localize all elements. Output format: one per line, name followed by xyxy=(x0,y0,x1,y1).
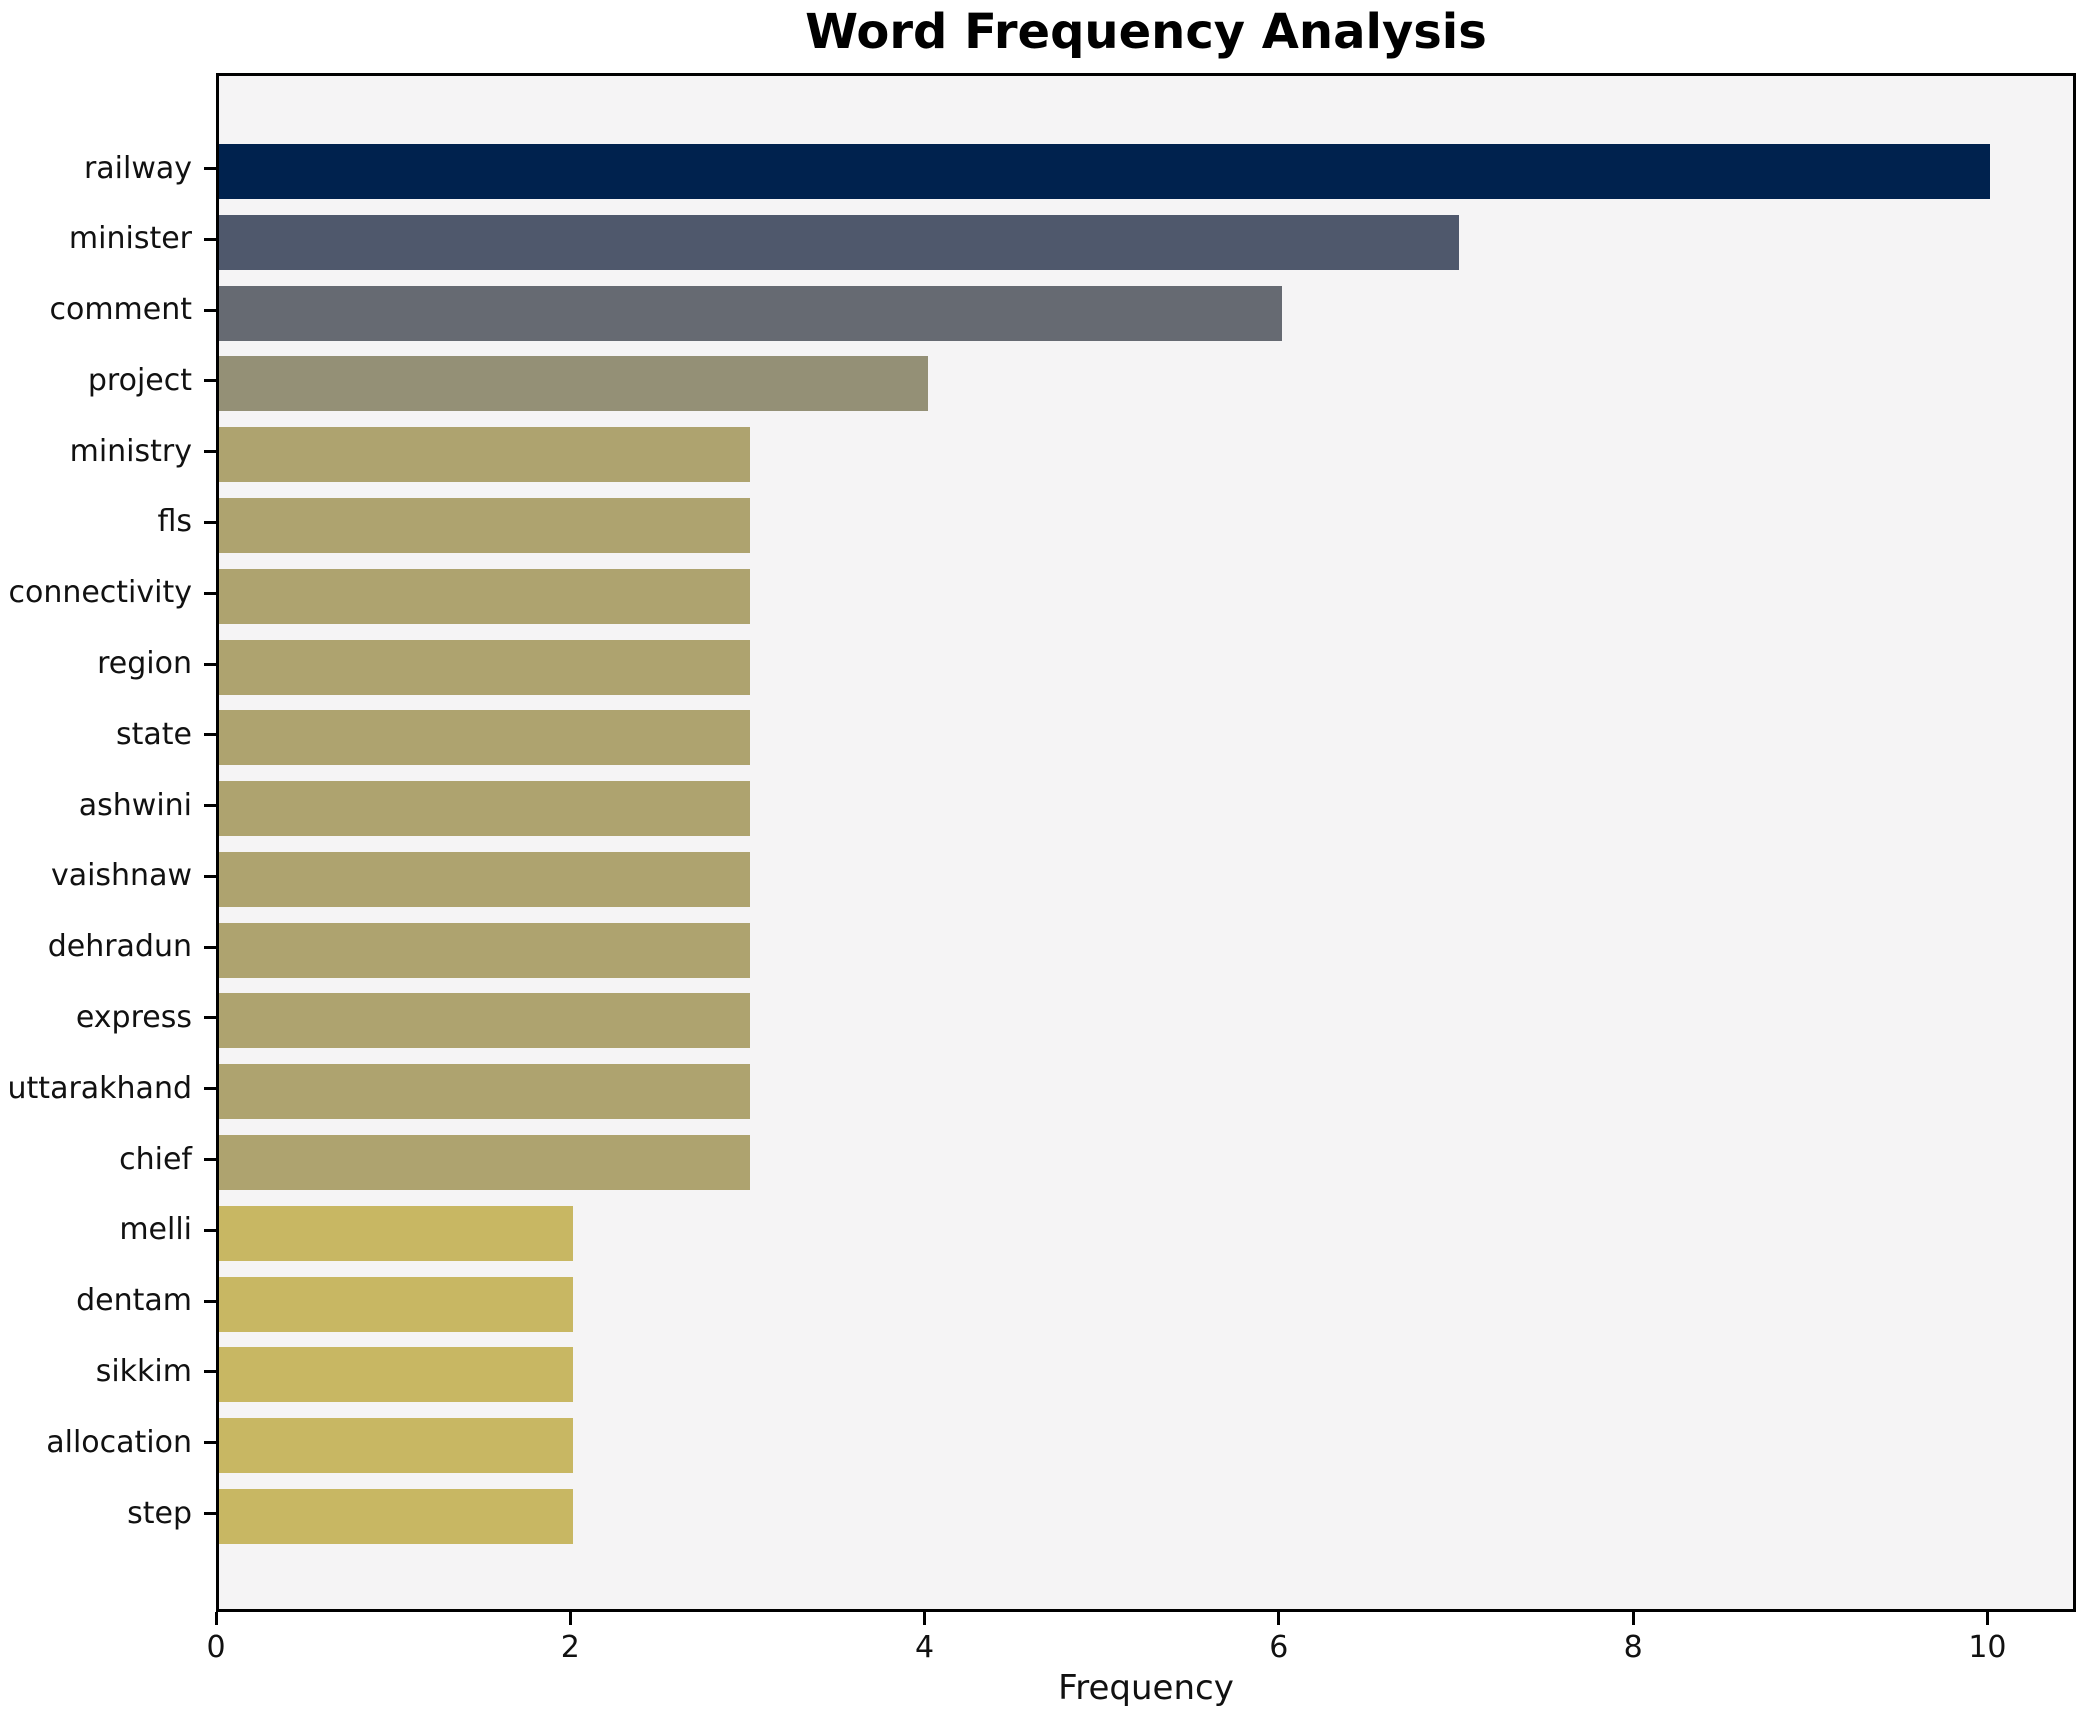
x-tick-label: 8 xyxy=(1623,1630,1643,1665)
x-tick-mark xyxy=(568,1612,572,1625)
x-tick-label: 0 xyxy=(206,1630,226,1665)
y-tick-mark xyxy=(204,1299,216,1303)
y-tick-label: melli xyxy=(119,1212,192,1248)
bar-railway xyxy=(219,144,1991,199)
bar-comment xyxy=(219,285,1282,341)
y-tick-mark xyxy=(204,237,216,241)
bar-ministry xyxy=(219,427,751,483)
plot-area xyxy=(216,73,2076,1612)
x-tick-mark xyxy=(1277,1612,1281,1625)
y-tick-mark xyxy=(204,1512,216,1515)
x-tick-label: 4 xyxy=(915,1630,935,1665)
y-tick-label: minister xyxy=(68,221,192,257)
x-tick-label: 2 xyxy=(560,1630,580,1665)
y-tick-mark xyxy=(204,1370,216,1374)
y-tick-label: dentam xyxy=(76,1283,192,1319)
y-tick-label: railway xyxy=(83,150,192,186)
x-tick-label: 6 xyxy=(1269,1630,1289,1665)
y-tick-mark xyxy=(204,450,216,454)
y-tick-label: fls xyxy=(157,504,192,540)
y-tick-mark xyxy=(204,945,216,949)
y-tick-label: connectivity xyxy=(8,575,192,611)
y-tick-mark xyxy=(204,308,216,312)
x-tick-mark xyxy=(923,1612,927,1625)
y-tick-label: sikkim xyxy=(95,1353,192,1389)
bar-ashwini xyxy=(219,781,751,837)
y-tick-mark xyxy=(204,662,216,666)
y-tick-label: dehradun xyxy=(47,929,192,965)
y-tick-mark xyxy=(204,733,216,737)
bar-connectivity xyxy=(219,568,751,624)
bar-chief xyxy=(219,1135,751,1191)
y-tick-mark xyxy=(204,1158,216,1162)
y-tick-mark xyxy=(204,591,216,595)
y-tick-mark xyxy=(204,1016,216,1020)
bar-minister xyxy=(219,214,1459,270)
y-tick-mark xyxy=(204,167,216,170)
y-tick-label: comment xyxy=(49,292,192,328)
y-tick-label: ministry xyxy=(69,433,192,469)
y-tick-label: ashwini xyxy=(78,787,192,823)
y-tick-label: uttarakhand xyxy=(7,1070,192,1106)
bar-vaishnaw xyxy=(219,851,751,907)
x-tick-mark xyxy=(1631,1612,1635,1625)
bar-step xyxy=(219,1489,574,1544)
bar-uttarakhand xyxy=(219,1064,751,1120)
chart-title: Word Frequency Analysis xyxy=(805,4,1487,60)
x-tick-label: 10 xyxy=(1968,1630,2007,1665)
y-tick-label: allocation xyxy=(46,1424,192,1460)
y-tick-mark xyxy=(204,1441,216,1445)
bar-state xyxy=(219,710,751,766)
bar-express xyxy=(219,993,751,1049)
x-tick-mark xyxy=(214,1612,218,1625)
y-tick-label: region xyxy=(97,646,192,682)
y-tick-label: chief xyxy=(119,1141,192,1177)
y-tick-label: vaishnaw xyxy=(50,858,192,894)
x-axis-label: Frequency xyxy=(1058,1668,1234,1708)
y-tick-label: project xyxy=(87,362,192,398)
y-tick-mark xyxy=(204,874,216,878)
y-tick-label: express xyxy=(75,999,192,1035)
y-tick-mark xyxy=(204,520,216,524)
y-tick-mark xyxy=(204,804,216,808)
bar-dehradun xyxy=(219,922,751,978)
y-tick-label: state xyxy=(116,716,192,752)
y-tick-label: step xyxy=(127,1495,192,1531)
bar-project xyxy=(219,356,928,412)
y-tick-mark xyxy=(204,1087,216,1091)
y-tick-mark xyxy=(204,1228,216,1232)
bar-sikkim xyxy=(219,1347,574,1403)
y-tick-mark xyxy=(204,379,216,383)
x-tick-mark xyxy=(1985,1612,1989,1625)
bar-dentam xyxy=(219,1276,574,1332)
bar-melli xyxy=(219,1205,574,1261)
bar-allocation xyxy=(219,1418,574,1474)
bar-fls xyxy=(219,497,751,553)
bar-region xyxy=(219,639,751,695)
